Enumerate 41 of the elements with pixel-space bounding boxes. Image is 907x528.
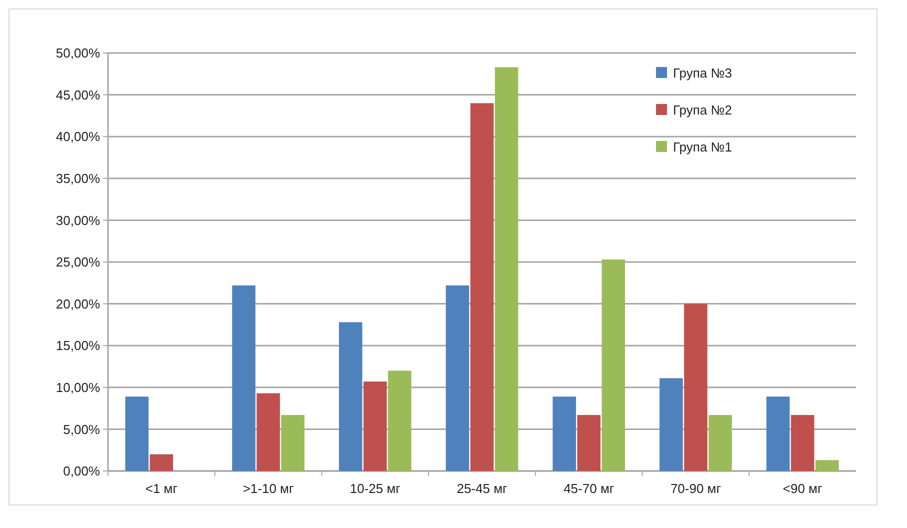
- bar: [494, 67, 518, 471]
- bar: [684, 304, 708, 471]
- y-tick-label: 30,00%: [56, 212, 100, 228]
- y-tick-label: 35,00%: [56, 170, 100, 186]
- bar: [125, 396, 149, 471]
- bar: [766, 396, 790, 471]
- y-tick-label: 10,00%: [56, 380, 100, 395]
- bar: [446, 285, 470, 471]
- legend-label: Група №3: [673, 66, 732, 81]
- bar: [150, 454, 174, 471]
- bar: [232, 285, 256, 471]
- bar: [388, 370, 412, 471]
- y-tick-label: 40,00%: [56, 129, 100, 144]
- bar: [660, 378, 683, 471]
- y-tick-label: 0,00%: [63, 464, 100, 479]
- y-tick-label: 25,00%: [56, 254, 100, 270]
- x-tick-label: 45-70 мг: [564, 481, 614, 496]
- y-tick-label: 5,00%: [63, 422, 100, 437]
- y-tick-label: 15,00%: [56, 338, 100, 354]
- x-tick-label: 70-90 мг: [670, 481, 722, 496]
- bar: [790, 414, 814, 471]
- x-tick-label: >1-10 мг: [242, 481, 294, 496]
- bar: [470, 103, 494, 471]
- bar: [815, 460, 839, 471]
- legend-label: Група №1: [673, 140, 732, 155]
- bar: [708, 414, 732, 471]
- x-tick-label: 10-25 мг: [350, 481, 401, 496]
- bar: [577, 414, 601, 471]
- bar: [602, 259, 626, 471]
- bar: [363, 382, 387, 471]
- bar: [281, 414, 304, 471]
- x-tick-label: 25-45 мг: [456, 481, 508, 496]
- x-tick-label: <1 мг: [145, 481, 178, 496]
- bar: [256, 393, 280, 471]
- bar: [338, 322, 362, 471]
- y-tick-label: 50,00%: [56, 46, 100, 61]
- legend-label: Група №2: [673, 102, 732, 118]
- y-tick-label: 45,00%: [56, 87, 100, 102]
- x-tick-label: <90 мг: [782, 481, 822, 496]
- bar: [552, 396, 576, 471]
- y-tick-label: 20,00%: [56, 296, 100, 312]
